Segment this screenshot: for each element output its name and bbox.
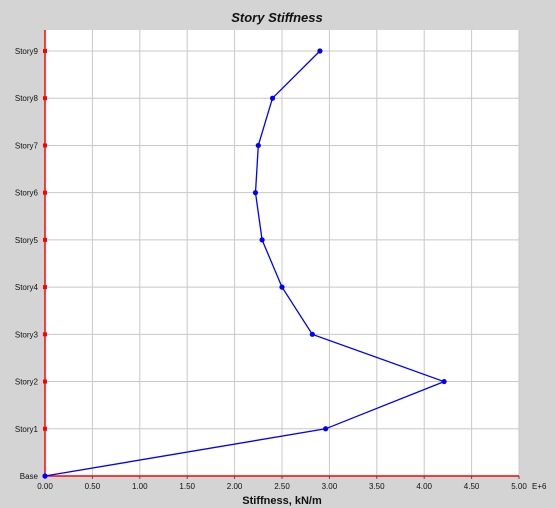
y-tick-label: Story3	[15, 330, 39, 339]
x-tick-label: 3.50	[369, 482, 385, 491]
y-tick-label: Story1	[15, 425, 39, 434]
data-point	[255, 142, 261, 149]
y-tick-label: Story5	[15, 236, 39, 245]
y-tick-label: Story7	[15, 141, 39, 150]
x-tick-label: 2.50	[274, 482, 290, 491]
x-axis-label: Stiffness, kN/m	[242, 495, 322, 507]
y-tick-label: Story6	[15, 189, 39, 198]
x-tick-label: 4.50	[464, 482, 480, 491]
series-layer	[42, 48, 447, 479]
y-tick-label: Story2	[15, 378, 39, 387]
y-tick-label: Story8	[15, 94, 39, 103]
x-tick-label: 3.00	[322, 482, 338, 491]
data-point	[441, 378, 447, 385]
x-tick-label: 1.50	[179, 482, 195, 491]
stiffness-line	[44, 50, 446, 477]
x-tick-label: 4.00	[416, 482, 432, 491]
x-tick-label: 0.50	[85, 482, 101, 491]
chart-title: Story Stiffness	[231, 10, 323, 25]
x-tick-label: 2.00	[227, 482, 243, 491]
data-point	[269, 95, 276, 101]
data-point	[259, 237, 265, 243]
x-tick-label: 1.00	[132, 482, 148, 491]
data-point	[252, 190, 259, 196]
y-tick-label: Story9	[15, 47, 39, 56]
y-tick-label: Story4	[15, 283, 39, 292]
data-point	[323, 426, 329, 432]
x-unit-suffix: E+6	[532, 482, 547, 491]
data-point	[309, 331, 315, 337]
data-point	[317, 48, 323, 54]
x-tick-label: 0.00	[37, 482, 53, 491]
data-point	[279, 284, 285, 290]
tick-labels: 0.00 0.50 1.00 1.50 2.00 2.50 3.00 3.50 4.00 4.50…	[15, 47, 547, 491]
y-tick-label: Base	[20, 472, 39, 481]
x-tick-label: 5.00	[511, 482, 527, 491]
data-point	[42, 473, 48, 479]
